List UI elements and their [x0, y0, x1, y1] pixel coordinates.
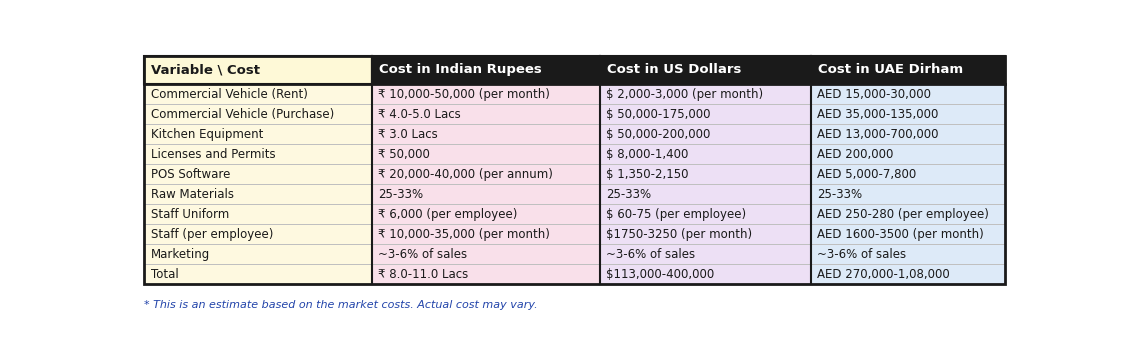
Bar: [372, 184, 601, 204]
Text: 25-33%: 25-33%: [379, 188, 424, 201]
Text: $ 60-75 (per employee): $ 60-75 (per employee): [606, 208, 747, 221]
Text: ~3-6% of sales: ~3-6% of sales: [606, 248, 695, 261]
Bar: [810, 56, 1004, 84]
Text: Commercial Vehicle (Purchase): Commercial Vehicle (Purchase): [150, 108, 334, 121]
Text: $1750-3250 (per month): $1750-3250 (per month): [606, 228, 752, 241]
Text: $113,000-400,000: $113,000-400,000: [606, 268, 715, 281]
Text: ₹ 8.0-11.0 Lacs: ₹ 8.0-11.0 Lacs: [379, 268, 469, 281]
Text: AED 270,000-1,08,000: AED 270,000-1,08,000: [817, 268, 949, 281]
Bar: [372, 224, 601, 244]
Bar: [810, 224, 1004, 244]
Bar: [145, 104, 372, 124]
Text: * This is an estimate based on the market costs. Actual cost may vary.: * This is an estimate based on the marke…: [145, 300, 538, 310]
Text: $ 2,000-3,000 (per month): $ 2,000-3,000 (per month): [606, 88, 763, 101]
Text: 25-33%: 25-33%: [606, 188, 651, 201]
Bar: [601, 164, 810, 184]
Text: Kitchen Equipment: Kitchen Equipment: [150, 128, 263, 141]
Bar: [372, 104, 601, 124]
Text: Marketing: Marketing: [150, 248, 210, 261]
Bar: [810, 204, 1004, 224]
Text: AED 250-280 (per employee): AED 250-280 (per employee): [817, 208, 989, 221]
Bar: [372, 264, 601, 284]
Bar: [601, 264, 810, 284]
Bar: [145, 124, 372, 144]
Text: $ 50,000-200,000: $ 50,000-200,000: [606, 128, 711, 141]
Text: ₹ 10,000-50,000 (per month): ₹ 10,000-50,000 (per month): [379, 88, 550, 101]
Bar: [372, 144, 601, 164]
Bar: [372, 124, 601, 144]
Text: Total: Total: [150, 268, 178, 281]
Bar: [601, 144, 810, 164]
Bar: [810, 164, 1004, 184]
Bar: [145, 84, 372, 104]
Text: ₹ 4.0-5.0 Lacs: ₹ 4.0-5.0 Lacs: [379, 108, 461, 121]
Text: AED 15,000-30,000: AED 15,000-30,000: [817, 88, 932, 101]
Bar: [145, 204, 372, 224]
Bar: [810, 84, 1004, 104]
Bar: [601, 204, 810, 224]
Text: ₹ 6,000 (per employee): ₹ 6,000 (per employee): [379, 208, 518, 221]
Bar: [372, 164, 601, 184]
Text: Staff Uniform: Staff Uniform: [150, 208, 229, 221]
Text: Cost in Indian Rupees: Cost in Indian Rupees: [379, 63, 543, 76]
Bar: [601, 124, 810, 144]
Bar: [145, 164, 372, 184]
Bar: [372, 56, 601, 84]
Text: AED 1600-3500 (per month): AED 1600-3500 (per month): [817, 228, 984, 241]
Text: $ 8,000-1,400: $ 8,000-1,400: [606, 148, 688, 161]
Bar: [372, 204, 601, 224]
Bar: [810, 244, 1004, 264]
Bar: [372, 244, 601, 264]
Bar: [601, 104, 810, 124]
Text: AED 13,000-700,000: AED 13,000-700,000: [817, 128, 938, 141]
Bar: [145, 184, 372, 204]
Text: POS Software: POS Software: [150, 168, 230, 181]
Text: ₹ 3.0 Lacs: ₹ 3.0 Lacs: [379, 128, 438, 141]
Text: AED 200,000: AED 200,000: [817, 148, 893, 161]
Bar: [810, 124, 1004, 144]
Text: AED 35,000-135,000: AED 35,000-135,000: [817, 108, 938, 121]
Text: Commercial Vehicle (Rent): Commercial Vehicle (Rent): [150, 88, 307, 101]
Bar: [145, 264, 372, 284]
Text: $ 1,350-2,150: $ 1,350-2,150: [606, 168, 689, 181]
Text: Cost in US Dollars: Cost in US Dollars: [608, 63, 742, 76]
Text: ~3-6% of sales: ~3-6% of sales: [379, 248, 467, 261]
Bar: [145, 224, 372, 244]
Bar: [601, 244, 810, 264]
Bar: [810, 104, 1004, 124]
Text: Variable \ Cost: Variable \ Cost: [151, 63, 260, 76]
Text: ₹ 20,000-40,000 (per annum): ₹ 20,000-40,000 (per annum): [379, 168, 554, 181]
Text: ~3-6% of sales: ~3-6% of sales: [817, 248, 906, 261]
Text: $ 50,000-175,000: $ 50,000-175,000: [606, 108, 711, 121]
Text: 25-33%: 25-33%: [817, 188, 862, 201]
Bar: [601, 224, 810, 244]
Text: Licenses and Permits: Licenses and Permits: [150, 148, 275, 161]
Bar: [601, 84, 810, 104]
Bar: [372, 84, 601, 104]
Bar: [145, 144, 372, 164]
Text: ₹ 10,000-35,000 (per month): ₹ 10,000-35,000 (per month): [379, 228, 550, 241]
Bar: [145, 56, 1004, 284]
Bar: [601, 184, 810, 204]
Text: AED 5,000-7,800: AED 5,000-7,800: [817, 168, 916, 181]
Bar: [810, 184, 1004, 204]
Bar: [810, 144, 1004, 164]
Text: Raw Materials: Raw Materials: [150, 188, 233, 201]
Text: Cost in UAE Dirham: Cost in UAE Dirham: [818, 63, 963, 76]
Bar: [601, 56, 810, 84]
Bar: [810, 264, 1004, 284]
Bar: [145, 244, 372, 264]
Text: Staff (per employee): Staff (per employee): [150, 228, 272, 241]
Text: ₹ 50,000: ₹ 50,000: [379, 148, 430, 161]
Bar: [145, 56, 372, 84]
